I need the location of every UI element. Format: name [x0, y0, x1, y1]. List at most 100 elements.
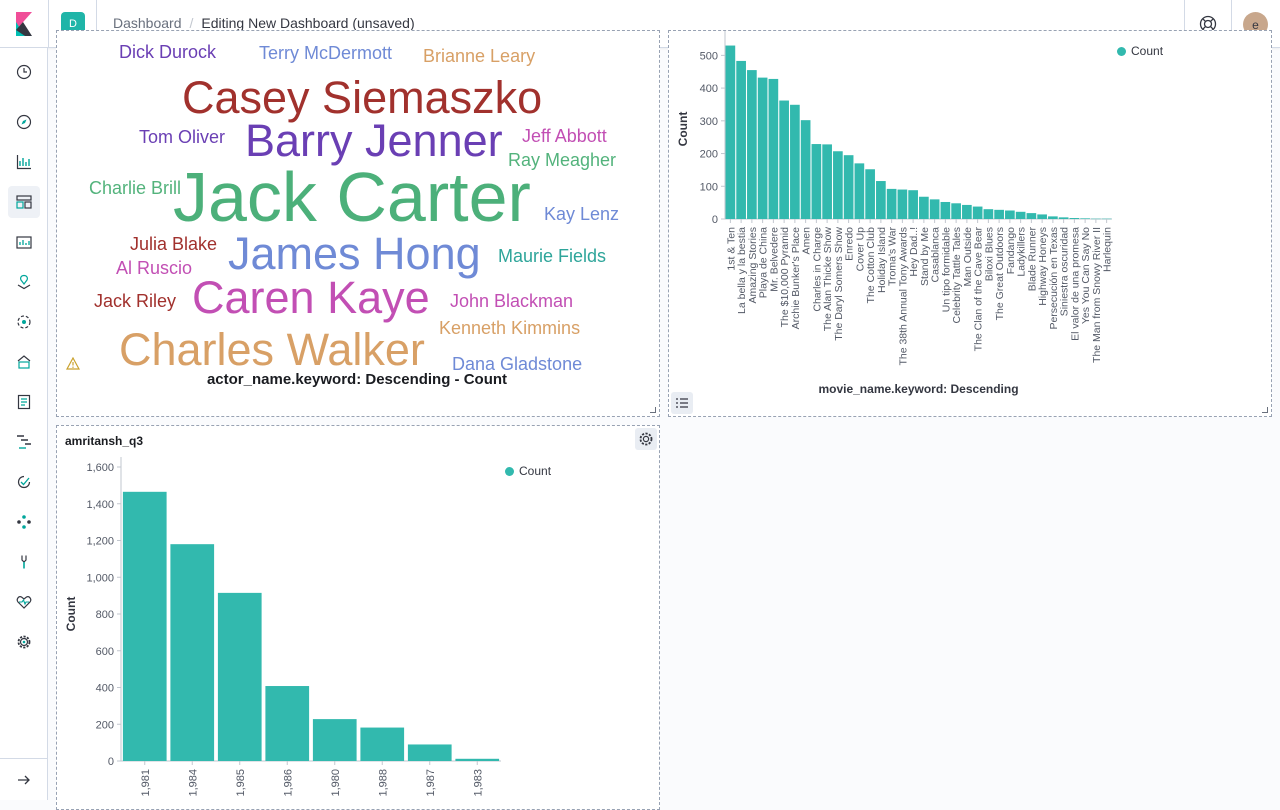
word-cloud-term[interactable]: Tom Oliver — [139, 127, 226, 147]
x-tick-label: Man Outside — [962, 227, 974, 287]
resize-handle[interactable] — [1262, 407, 1268, 413]
chart-bar — [407, 744, 452, 761]
nav-infrastructure[interactable] — [8, 346, 40, 378]
x-tick-label: 1,981 — [140, 769, 152, 797]
gear-icon — [639, 432, 653, 446]
x-tick-label: 1,985 — [235, 769, 247, 797]
y-tick-label: 300 — [700, 116, 718, 128]
x-tick-label: Enredo — [844, 227, 856, 261]
chart-legend[interactable]: Count — [1117, 44, 1163, 58]
word-cloud-term[interactable]: Dick Durock — [119, 42, 217, 62]
nav-maps[interactable] — [8, 266, 40, 298]
chart-bar — [972, 206, 983, 219]
x-tick-label: Holiday Island — [876, 227, 888, 293]
word-cloud-term[interactable]: Dana Gladstone — [452, 354, 583, 374]
chart-bar — [768, 78, 779, 219]
header-divider — [1184, 0, 1185, 48]
breadcrumb-dashboard[interactable]: Dashboard — [113, 15, 182, 31]
panel-options-button[interactable] — [635, 428, 657, 450]
x-tick-label: The $10,000 Pyramid — [779, 227, 791, 328]
nav-dock-button[interactable] — [0, 758, 48, 800]
word-cloud-term[interactable]: John Blackman — [450, 291, 574, 311]
warning-icon[interactable] — [65, 356, 81, 375]
chart-bar — [1101, 218, 1112, 220]
word-cloud-term[interactable]: Ray Meagher — [508, 150, 617, 170]
nav-dashboard[interactable] — [8, 186, 40, 218]
word-cloud-term[interactable]: Caren Kaye — [192, 272, 430, 323]
x-tick-label: The Man from Snowy River II — [1091, 227, 1103, 363]
uptime-icon — [17, 475, 31, 489]
chart-bar — [908, 190, 918, 219]
y-tick-label: 0 — [108, 756, 114, 768]
word-cloud-term[interactable]: Kenneth Kimmins — [439, 318, 581, 338]
nav-machine-learning[interactable] — [8, 306, 40, 338]
chart-bar — [854, 163, 865, 219]
breadcrumb-separator: / — [189, 15, 194, 31]
chart-bar — [725, 45, 736, 219]
chart-bar — [312, 719, 357, 761]
chart-bar — [1069, 218, 1080, 219]
nav-logs[interactable] — [8, 386, 40, 418]
word-cloud-term[interactable]: Jack Carter — [173, 158, 531, 236]
legend-toggle-button[interactable] — [671, 392, 693, 414]
word-cloud-term[interactable]: Julia Blake — [130, 234, 218, 254]
chart-bar — [951, 203, 961, 219]
wrench-icon — [21, 555, 27, 569]
y-tick-label: 100 — [700, 181, 718, 193]
word-cloud-term[interactable]: Barry Jenner — [245, 115, 503, 166]
x-tick-label: Amazing Stories — [747, 227, 759, 303]
chart-bar — [800, 120, 811, 219]
logs-icon — [17, 394, 31, 410]
x-axis-title: movie_name.keyword: Descending — [818, 382, 1018, 396]
nav-recently-viewed[interactable] — [8, 56, 40, 88]
chart-bar — [1015, 211, 1026, 219]
nav-uptime[interactable] — [8, 466, 40, 498]
x-tick-label: Blade Runner — [1026, 227, 1038, 292]
x-tick-label: Stand by Me — [919, 227, 931, 286]
y-tick-label: 500 — [700, 50, 718, 62]
word-cloud-term[interactable]: Jeff Abbott — [522, 126, 607, 146]
nav-graph[interactable] — [8, 506, 40, 538]
nav-management[interactable] — [8, 626, 40, 658]
x-tick-label: The Daryl Somers Show — [833, 227, 845, 341]
chart-legend[interactable]: Count — [505, 464, 551, 478]
chart-bar — [919, 196, 929, 219]
kibana-logo-icon[interactable] — [0, 0, 48, 48]
chart-bar — [811, 144, 822, 219]
chart-bar — [122, 491, 167, 761]
x-tick-label: Biloxi Blues — [983, 227, 995, 281]
word-cloud-term[interactable]: Charles Walker — [119, 324, 425, 375]
nav-dev-tools[interactable] — [8, 546, 40, 578]
word-cloud-term[interactable]: Terry McDermott — [259, 43, 393, 63]
word-cloud-term[interactable]: Brianne Leary — [423, 46, 536, 66]
nav-discover[interactable] — [8, 106, 40, 138]
resize-handle[interactable] — [650, 407, 656, 413]
word-cloud-term[interactable]: Maurie Fields — [498, 246, 607, 266]
header-divider — [1231, 0, 1232, 48]
nav-apm[interactable] — [8, 426, 40, 458]
x-tick-label: 1,980 — [330, 769, 342, 797]
chart-bar — [833, 151, 843, 219]
word-cloud-term[interactable]: Al Ruscio — [116, 258, 193, 278]
q3-bar-chart: 0 200 400 600 800 1,000 1,200 1,400 1,600 Count 1,… — [64, 457, 501, 797]
nav-canvas[interactable] — [8, 226, 40, 258]
word-cloud-term[interactable]: Charlie Brill — [89, 178, 182, 198]
nav-monitoring[interactable] — [8, 586, 40, 618]
legend-dot — [505, 466, 514, 476]
y-tick-label: 1,400 — [86, 499, 114, 511]
nav-visualize[interactable] — [8, 146, 40, 178]
x-tick-label: Celebrity Tattle Tales — [951, 227, 963, 324]
x-tick-label: Harlequin — [1102, 227, 1114, 272]
x-tick-label: Ladykillers — [1016, 227, 1028, 277]
chart-bar — [790, 104, 800, 219]
word-cloud-term[interactable]: Kay Lenz — [544, 204, 620, 224]
chart-bar — [940, 201, 951, 219]
word-cloud-term[interactable]: Jack Riley — [94, 291, 177, 311]
side-nav — [0, 48, 48, 800]
q3-chart-panel: amritansh_q3 0 200 400 600 800 1,000 1,200 1,40… — [56, 425, 660, 810]
canvas-icon — [16, 236, 32, 249]
word-cloud-term[interactable]: James Hong — [228, 228, 481, 279]
word-cloud-term[interactable]: Casey Siemaszko — [182, 72, 543, 123]
x-tick-label: 1,984 — [187, 769, 199, 797]
